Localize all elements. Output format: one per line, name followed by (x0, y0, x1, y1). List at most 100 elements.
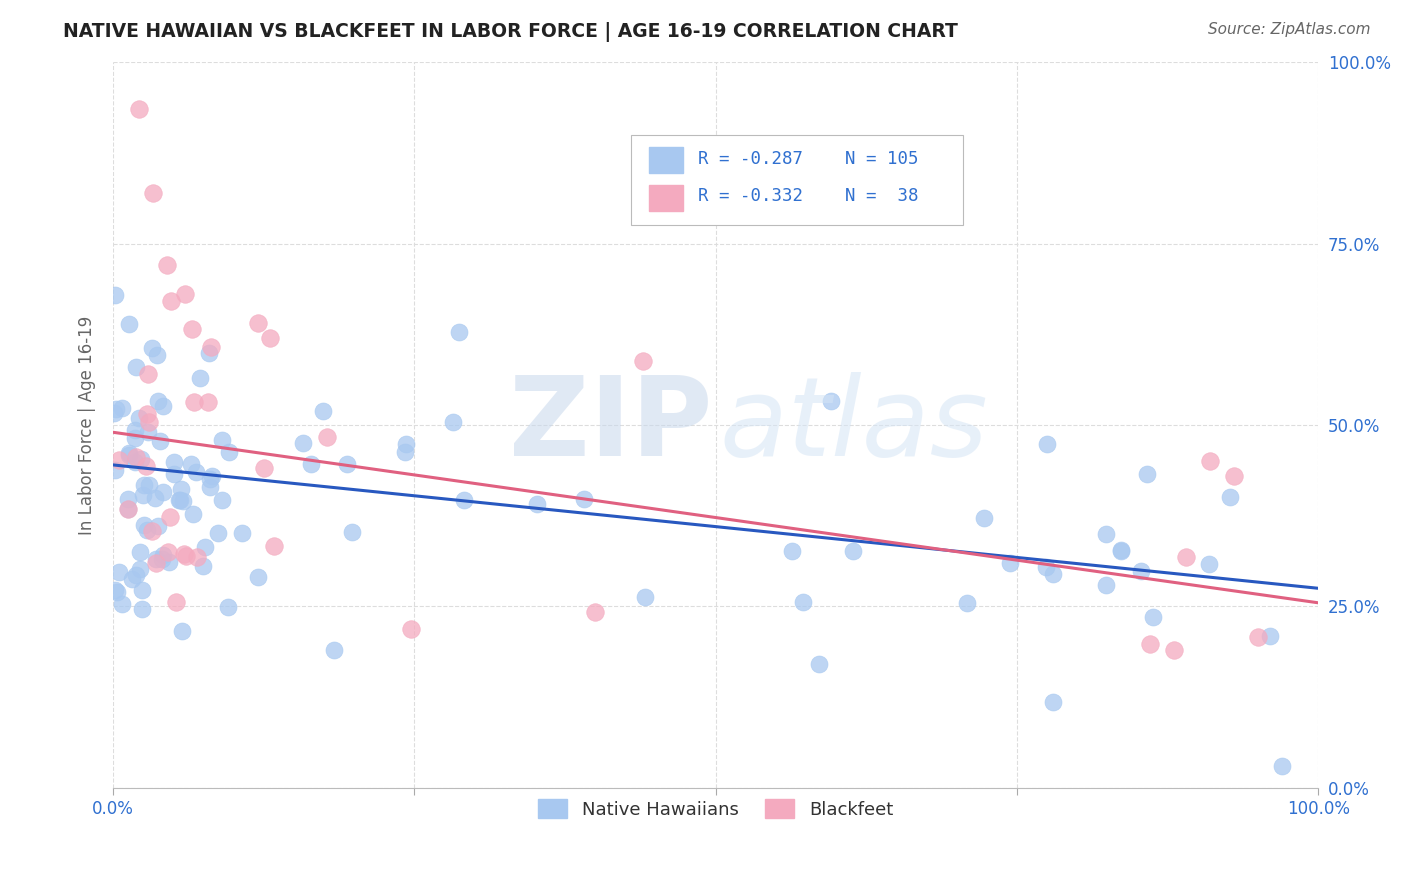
Point (1035, 559, 1057, 574)
Point (200, 340, 222, 354)
Point (136, 368, 159, 382)
Point (128, 103, 150, 117)
Point (246, 317, 269, 331)
Point (395, 436, 418, 450)
Point (211, 433, 233, 447)
Point (1271, 759, 1294, 773)
Point (201, 468, 224, 483)
Point (634, 590, 657, 604)
Point (956, 596, 979, 610)
Point (218, 445, 240, 459)
Point (1042, 695, 1064, 709)
Point (820, 393, 842, 408)
Point (128, 561, 150, 575)
Point (1223, 468, 1246, 483)
Point (291, 436, 314, 450)
Point (842, 544, 865, 558)
Point (231, 525, 253, 540)
Point (152, 399, 174, 413)
Point (1174, 550, 1197, 565)
Point (118, 317, 141, 331)
Point (394, 444, 416, 458)
Point (633, 354, 655, 368)
Point (141, 341, 163, 355)
Point (124, 431, 146, 445)
Point (172, 494, 194, 508)
Point (174, 549, 197, 563)
Point (170, 624, 193, 638)
Point (165, 594, 187, 608)
Point (105, 401, 128, 416)
Point (211, 492, 233, 507)
Point (1163, 643, 1185, 657)
Point (125, 359, 148, 374)
Point (1130, 564, 1153, 578)
Point (183, 395, 205, 409)
Point (146, 518, 169, 533)
Point (104, 287, 127, 301)
Point (117, 502, 139, 516)
Point (141, 524, 163, 538)
Point (198, 480, 221, 494)
Point (117, 502, 139, 516)
Point (174, 287, 197, 301)
Point (163, 467, 186, 481)
Point (136, 523, 159, 537)
Point (125, 567, 148, 582)
Point (124, 424, 146, 438)
Point (110, 597, 132, 611)
Point (145, 552, 167, 566)
Point (118, 446, 141, 460)
Point (138, 477, 160, 491)
Point (197, 395, 219, 409)
Point (181, 322, 204, 336)
Point (526, 497, 548, 511)
Point (780, 544, 803, 558)
Point (998, 556, 1021, 570)
Point (117, 491, 139, 506)
Point (1042, 566, 1064, 581)
Point (399, 623, 422, 637)
Point (1258, 629, 1281, 643)
Point (447, 325, 470, 339)
Point (441, 415, 464, 429)
Point (180, 458, 202, 472)
Point (131, 582, 153, 597)
Point (299, 457, 322, 471)
Point (157, 555, 180, 569)
Point (134, 517, 156, 532)
Point (156, 258, 179, 272)
Point (169, 493, 191, 508)
Point (1095, 527, 1118, 541)
Point (336, 457, 359, 471)
Point (184, 465, 207, 479)
FancyBboxPatch shape (631, 135, 963, 226)
Text: ZIP: ZIP (509, 371, 711, 478)
Point (104, 462, 127, 476)
Point (136, 425, 159, 439)
Point (152, 549, 174, 563)
Point (146, 348, 169, 362)
Point (138, 415, 160, 429)
Point (152, 485, 174, 500)
Point (200, 472, 222, 486)
Point (193, 558, 215, 573)
Point (316, 430, 339, 444)
Point (131, 602, 153, 616)
Point (217, 599, 239, 614)
Point (263, 539, 285, 553)
Point (194, 541, 217, 555)
Bar (650, 185, 683, 211)
Point (1139, 637, 1161, 651)
Point (132, 477, 155, 491)
Point (574, 491, 596, 506)
Point (453, 492, 475, 507)
Text: Source: ZipAtlas.com: Source: ZipAtlas.com (1208, 22, 1371, 37)
Point (973, 511, 995, 525)
Point (259, 331, 281, 345)
Point (1219, 490, 1241, 504)
Point (156, 544, 179, 558)
Point (807, 657, 830, 671)
Point (167, 492, 190, 507)
Point (129, 452, 152, 467)
